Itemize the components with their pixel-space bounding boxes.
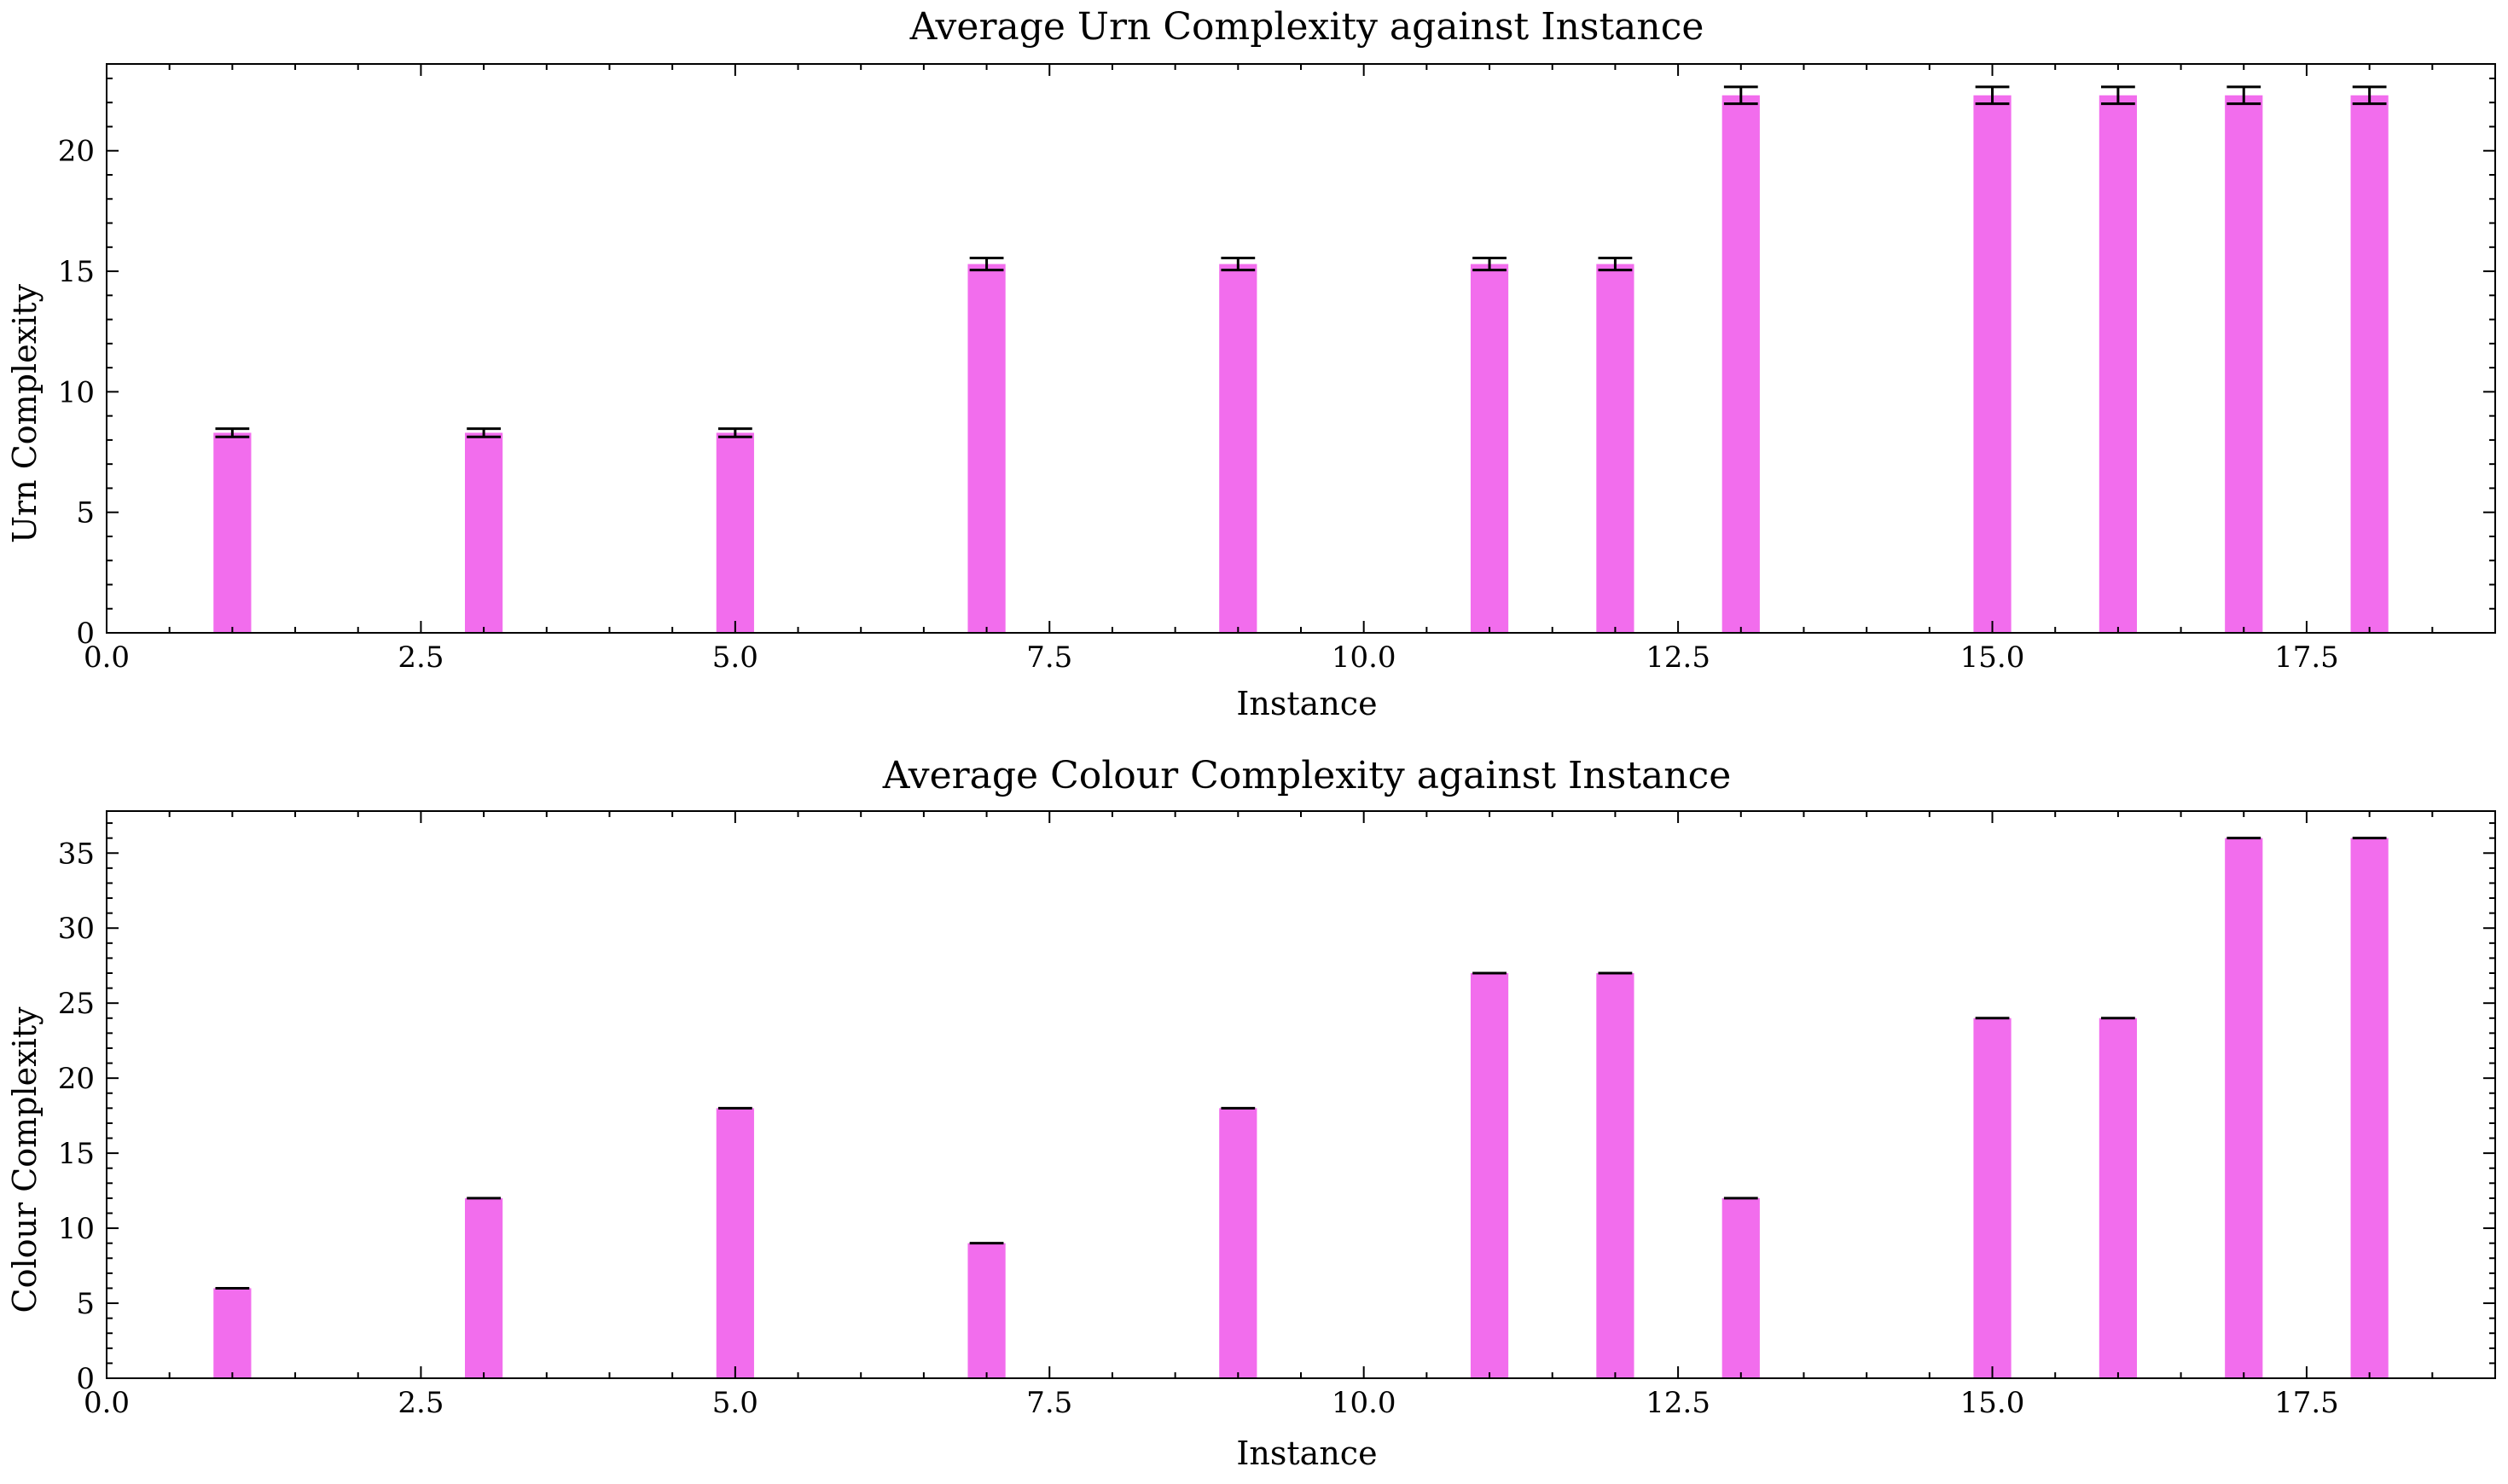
- colour-y-tick-label: 15: [58, 1137, 95, 1171]
- colour-y-tick-label: 30: [58, 912, 95, 946]
- colour-x-tick-label: 0.0: [84, 1386, 130, 1420]
- urn-error-bar: [1598, 257, 1633, 272]
- urn-x-tick-label: 0.0: [84, 641, 130, 675]
- urn-bars: [213, 85, 2389, 634]
- urn-y-axis-label: Urn Complexity: [6, 283, 44, 543]
- colour-bar: [465, 1197, 503, 1378]
- urn-x-tick-label: 2.5: [398, 641, 444, 675]
- urn-bar: [1470, 264, 1509, 633]
- colour-y-tick-label: 35: [58, 837, 95, 871]
- colour-y-tick-label: 5: [76, 1287, 95, 1321]
- urn-chart-title: Average Urn Complexity against Instance: [909, 5, 1704, 49]
- colour-x-tick-label: 15.0: [1960, 1386, 2025, 1420]
- urn-error-bar: [467, 427, 501, 438]
- urn-y-tick-label: 0: [76, 617, 95, 651]
- colour-bars: [213, 837, 2389, 1378]
- urn-error-bar: [969, 257, 1004, 272]
- colour-y-tick-label: 10: [58, 1212, 95, 1246]
- urn-error-bar: [717, 427, 752, 438]
- colour-y-tick-label: 25: [58, 987, 95, 1021]
- urn-x-tick-label: 15.0: [1960, 641, 2025, 675]
- colour-x-axis-label: Instance: [1236, 1435, 1377, 1472]
- urn-error-bar: [1975, 85, 2010, 106]
- colour-x-tick-label: 7.5: [1026, 1386, 1072, 1420]
- urn-x-tick-label: 12.5: [1646, 641, 1710, 675]
- colour-bar: [1219, 1108, 1257, 1378]
- urn-error-bar: [1723, 85, 1758, 106]
- colour-bar: [2099, 1017, 2137, 1378]
- colour-bar: [967, 1243, 1006, 1378]
- urn-bar: [716, 432, 754, 633]
- colour-x-tick-label: 17.5: [2274, 1386, 2339, 1420]
- colour-plot-frame: [106, 810, 2496, 1379]
- colour-y-axis-label: Colour Complexity: [6, 1006, 44, 1313]
- urn-error-bar: [2101, 85, 2135, 106]
- urn-x-tick-label: 17.5: [2274, 641, 2339, 675]
- urn-bar: [213, 432, 252, 633]
- urn-error-bar: [1472, 257, 1507, 272]
- urn-y-tick-label: 5: [76, 496, 95, 530]
- urn-bar: [2350, 95, 2389, 634]
- urn-plot-frame: [106, 63, 2496, 634]
- colour-x-tick-label: 2.5: [398, 1386, 444, 1420]
- urn-x-tick-label: 5.0: [712, 641, 758, 675]
- urn-x-axis-label: Instance: [1236, 685, 1377, 722]
- urn-ticks: 0.0 2.5 5.0 7.5 10.0 12.5 15.0 17.5 0 5 10 15 20: [58, 64, 2496, 675]
- colour-bar: [2225, 838, 2263, 1378]
- colour-bar: [1470, 973, 1509, 1378]
- urn-error-bar: [1221, 257, 1256, 272]
- colour-y-tick-label: 0: [76, 1362, 95, 1396]
- colour-ticks: 0.0 2.5 5.0 7.5 10.0 12.5 15.0 17.5 0 5 10 15 20 25 30…: [58, 811, 2496, 1420]
- urn-bar: [2099, 95, 2137, 634]
- urn-complexity-panel: Average Urn Complexity against Instance …: [6, 5, 2496, 722]
- urn-y-tick-label: 20: [58, 135, 95, 169]
- colour-bar: [716, 1108, 754, 1378]
- urn-y-tick-label: 10: [58, 375, 95, 409]
- colour-bar: [1973, 1017, 2012, 1378]
- urn-bar: [1219, 264, 1257, 633]
- colour-x-tick-label: 10.0: [1332, 1386, 1396, 1420]
- urn-bar: [1596, 264, 1634, 633]
- colour-bar: [2350, 838, 2389, 1378]
- colour-x-tick-label: 12.5: [1646, 1386, 1710, 1420]
- colour-y-tick-label: 20: [58, 1062, 95, 1096]
- colour-complexity-panel: Average Colour Complexity against Instan…: [6, 754, 2496, 1472]
- urn-x-tick-label: 7.5: [1026, 641, 1072, 675]
- urn-error-bar: [2226, 85, 2261, 106]
- urn-x-tick-label: 10.0: [1332, 641, 1396, 675]
- urn-bar: [1721, 95, 1760, 634]
- colour-chart-title: Average Colour Complexity against Instan…: [882, 754, 1732, 797]
- colour-bar: [213, 1288, 252, 1378]
- urn-bar: [967, 264, 1006, 633]
- urn-y-tick-label: 15: [58, 255, 95, 289]
- urn-bar: [465, 432, 503, 633]
- colour-x-tick-label: 5.0: [712, 1386, 758, 1420]
- colour-bar: [1596, 973, 1634, 1378]
- colour-bar: [1721, 1197, 1760, 1378]
- urn-error-bar: [215, 427, 250, 438]
- urn-bar: [1973, 95, 2012, 634]
- urn-error-bar: [2352, 85, 2387, 106]
- urn-bar: [2225, 95, 2263, 634]
